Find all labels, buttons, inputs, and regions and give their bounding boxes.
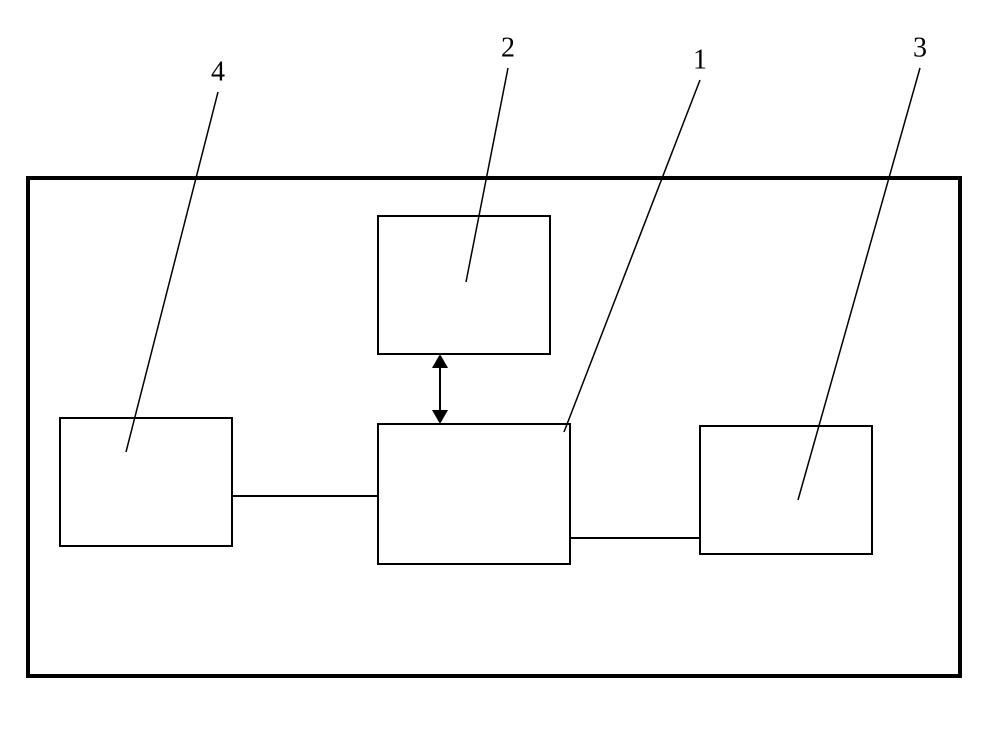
leader-1 xyxy=(564,80,700,432)
label-3: 3 xyxy=(913,32,927,63)
leader-4 xyxy=(126,92,218,452)
box-center xyxy=(378,424,570,564)
double-arrow-icon xyxy=(432,354,448,424)
box-left xyxy=(60,418,232,546)
box-top xyxy=(378,216,550,354)
box-right xyxy=(700,426,872,554)
label-4: 4 xyxy=(211,56,225,87)
label-1: 1 xyxy=(693,44,707,75)
label-2: 2 xyxy=(501,32,515,63)
